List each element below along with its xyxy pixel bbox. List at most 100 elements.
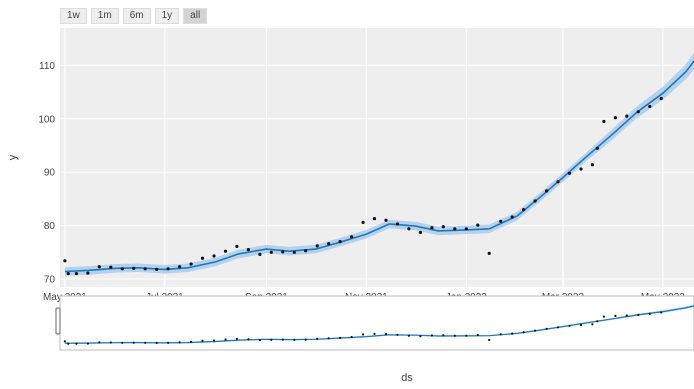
slider-observed-point	[511, 332, 514, 335]
slider-observed-point	[442, 334, 445, 337]
slider-observed-point	[316, 337, 319, 340]
observed-point	[556, 180, 560, 184]
slider-observed-point	[396, 333, 399, 336]
range-slider-line	[64, 305, 694, 344]
x-axis-title: ds	[401, 372, 413, 384]
range-button-6m[interactable]: 6m	[122, 8, 151, 24]
range-button-1y[interactable]: 1y	[154, 8, 180, 24]
slider-observed-point	[488, 338, 491, 342]
slider-observed-point	[327, 337, 330, 340]
range-slider-points	[63, 311, 663, 345]
slider-observed-point	[304, 338, 307, 341]
slider-observed-point	[614, 314, 617, 317]
y-tick-label: 100	[38, 114, 55, 125]
range-button-1m[interactable]: 1m	[90, 8, 119, 24]
slider-observed-point	[648, 312, 651, 315]
slider-observed-point	[419, 335, 422, 338]
slider-observed-point	[660, 311, 663, 314]
slider-observed-point	[407, 334, 410, 337]
observed-point	[510, 215, 514, 219]
slider-observed-point	[98, 341, 101, 344]
observed-point	[625, 114, 629, 118]
observed-point	[453, 227, 457, 231]
observed-point	[595, 146, 599, 150]
slider-observed-point	[86, 342, 89, 345]
observed-point	[418, 230, 422, 235]
observed-point	[361, 220, 365, 224]
slider-observed-point	[453, 334, 456, 337]
observed-point	[66, 272, 70, 276]
slider-observed-point	[121, 341, 124, 344]
slider-observed-point	[596, 320, 599, 323]
y-axis-title: y	[7, 154, 19, 160]
slider-observed-point	[568, 324, 571, 327]
range-selector: 1w 1m 6m 1y all	[60, 8, 208, 24]
slider-observed-point	[591, 323, 594, 326]
observed-point	[659, 96, 663, 101]
observed-point	[281, 250, 285, 254]
observed-point	[178, 265, 182, 269]
observed-point	[63, 259, 67, 263]
observed-point	[246, 248, 250, 252]
observed-point	[430, 226, 434, 230]
range-button-all[interactable]: all	[183, 8, 208, 24]
slider-observed-point	[476, 333, 479, 337]
slider-observed-point	[637, 313, 640, 316]
observed-point	[109, 265, 113, 269]
observed-point	[499, 219, 503, 223]
plot-background	[60, 28, 694, 287]
observed-point	[533, 199, 537, 203]
observed-point	[636, 110, 640, 114]
slider-observed-point	[281, 338, 284, 341]
observed-point	[602, 119, 606, 124]
observed-point	[200, 256, 205, 260]
y-tick-label: 110	[39, 61, 55, 72]
slider-observed-point	[258, 339, 261, 342]
observed-point	[648, 104, 652, 109]
forecast-uncertainty-band	[64, 52, 694, 276]
slider-observed-point	[178, 341, 181, 344]
slider-observed-point	[522, 331, 525, 334]
observed-point	[120, 267, 124, 271]
observed-point	[395, 222, 400, 226]
range-button-1w[interactable]: 1w	[60, 8, 87, 24]
slider-observed-point	[579, 323, 583, 327]
slider-observed-point	[350, 336, 353, 339]
slider-observed-point	[556, 326, 560, 329]
slider-observed-point	[190, 340, 193, 343]
slider-observed-point	[132, 341, 135, 344]
slider-observed-point	[534, 329, 537, 332]
slider-observed-point	[373, 332, 376, 335]
observed-point	[235, 244, 239, 248]
observed-point	[166, 267, 170, 271]
observed-point	[223, 249, 228, 253]
slider-observed-point	[235, 337, 238, 340]
y-tick-label: 80	[44, 221, 56, 232]
observed-point	[487, 251, 491, 255]
observed-point	[189, 262, 193, 266]
slider-observed-point	[384, 333, 388, 336]
slider-observed-point	[75, 342, 78, 345]
observed-point	[522, 208, 526, 212]
slider-observed-point	[602, 315, 606, 318]
slider-observed-point	[362, 333, 365, 336]
observed-point	[384, 218, 388, 222]
slider-observed-point	[545, 327, 548, 330]
observed-point	[327, 242, 331, 246]
slider-observed-point	[270, 338, 273, 341]
observed-point	[407, 227, 411, 231]
slider-observed-point	[155, 341, 158, 344]
observed-point	[269, 250, 273, 254]
range-slider-background[interactable]	[59, 295, 694, 351]
slider-observed-point	[212, 339, 216, 342]
observed-point	[372, 217, 377, 221]
observed-points	[63, 96, 663, 276]
observed-point	[613, 116, 618, 120]
observed-point	[350, 235, 354, 239]
slider-observed-point	[167, 341, 170, 344]
range-slider-handle[interactable]	[55, 307, 61, 335]
observed-point	[292, 250, 296, 254]
observed-point	[567, 171, 572, 175]
observed-point	[97, 265, 101, 269]
